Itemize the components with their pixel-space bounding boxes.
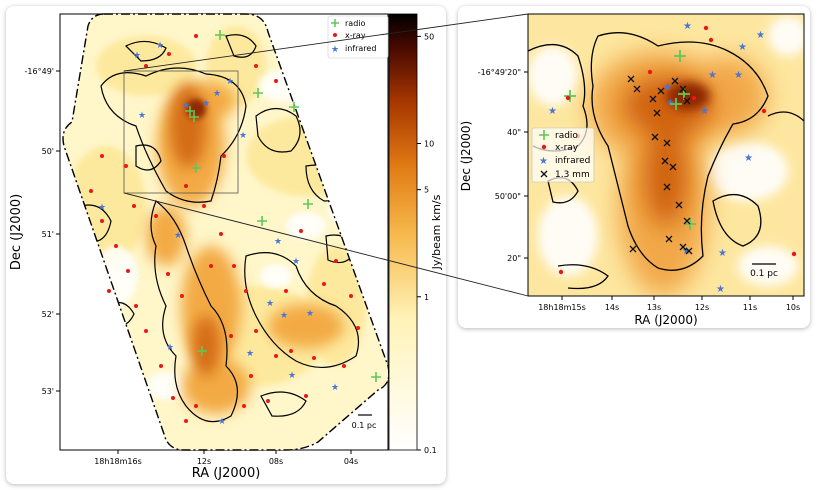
zoom-legend-xray-marker (541, 144, 547, 150)
svg-text:★: ★ (331, 383, 339, 393)
zoom-legend-mm-label: 1.3 mm (555, 170, 590, 180)
x-tick-label: 18h18m16s (94, 457, 142, 466)
zoom-x-tick-label: 14s (605, 303, 619, 312)
svg-text:★: ★ (548, 106, 557, 117)
svg-text:★: ★ (166, 343, 174, 353)
legend-xray-label: x-ray (345, 31, 366, 40)
zoom-x-axis-label: RA (J2000) (634, 313, 697, 327)
legend-xray-marker (333, 33, 337, 37)
x-tick-label: 08s (269, 457, 283, 466)
zoom-map-figure: ★ ★ ★ ★ ★ ★ ★ ★ ★ ★ ★ ★ ★ (459, 13, 805, 327)
main-x-ticks: 18h18m16s 12s 08s 04s (94, 450, 358, 466)
svg-text:★: ★ (213, 89, 221, 99)
colorbar (388, 13, 418, 451)
main-scale-bar-label: 0.1 pc (352, 421, 377, 430)
main-map-panel: ★ ★ ★ ★ ★ ★ ★ ★ ★ ★ ★ ★ ★ ★ ★ ★ ★ ★ ★ ★ (6, 6, 446, 484)
svg-text:★: ★ (174, 231, 182, 241)
legend-infrared-marker: ★ (331, 45, 339, 55)
svg-text:★: ★ (246, 349, 254, 359)
main-y-ticks: -16°49' 50' 51' 52' 53' (25, 67, 60, 396)
main-legend: radio x-ray ★ infrared (327, 15, 389, 59)
y-tick-label: 53' (42, 387, 54, 396)
svg-text:★: ★ (138, 111, 146, 121)
y-tick-label: 50' (42, 147, 54, 156)
svg-text:★: ★ (266, 299, 274, 309)
zoom-legend-radio-label: radio (555, 131, 578, 141)
zoom-y-tick-label: 20" (507, 254, 521, 263)
svg-text:★: ★ (133, 51, 141, 61)
zoom-y-tick-label: -16°49'20" (478, 68, 521, 77)
svg-text:★: ★ (280, 311, 288, 321)
svg-text:★: ★ (274, 237, 282, 247)
zoom-y-tick-label: 50'00" (495, 192, 521, 201)
svg-text:★: ★ (716, 284, 725, 295)
svg-text:★: ★ (156, 41, 164, 51)
zoom-y-tick-label: 40" (507, 128, 521, 137)
zoom-legend-radio-marker (539, 130, 549, 140)
zoom-map-panel: ★ ★ ★ ★ ★ ★ ★ ★ ★ ★ ★ ★ ★ (458, 6, 810, 328)
zoom-legend-infrared-marker: ★ (539, 156, 548, 167)
legend-radio-label: radio (345, 19, 365, 28)
zoom-legend-mm-marker (540, 170, 548, 178)
main-x-axis-label: RA (J2000) (192, 466, 261, 481)
svg-text:★: ★ (700, 106, 709, 117)
main-map-figure: ★ ★ ★ ★ ★ ★ ★ ★ ★ ★ ★ ★ ★ ★ ★ ★ ★ ★ ★ ★ (9, 13, 443, 481)
svg-text:★: ★ (98, 203, 106, 213)
zoom-mm-x-marker (627, 75, 693, 255)
zoom-y-axis-label: Dec (J2000) (459, 121, 473, 191)
svg-text:★: ★ (239, 131, 247, 141)
zoom-x-tick-label: 12s (695, 303, 709, 312)
x-tick-label: 12s (197, 457, 211, 466)
colorbar-tick-label: 50 (424, 32, 434, 41)
zoom-x-tick-label: 10s (786, 303, 800, 312)
colorbar-tick-label: 1 (424, 293, 429, 302)
colorbar-tick-label: 10 (424, 140, 434, 149)
svg-text:★: ★ (202, 99, 210, 109)
zoom-scale-bar-label: 0.1 pc (750, 269, 778, 279)
y-tick-label: 51' (42, 230, 54, 239)
svg-text:★: ★ (682, 246, 691, 257)
y-tick-label: -16°49' (25, 67, 54, 76)
y-tick-label: 52' (42, 310, 54, 319)
svg-text:★: ★ (718, 248, 727, 259)
zoom-x-tick-label: 11s (743, 303, 757, 312)
svg-text:★: ★ (288, 371, 296, 381)
colorbar-label: Jy/beam km/s (430, 194, 443, 270)
zoom-legend-xray-label: x-ray (555, 143, 579, 153)
colorbar-tick-label: 0.1 (424, 446, 437, 455)
zoom-x-ticks: 18h18m15s 14s 13s 12s 11s 10s (538, 296, 800, 312)
svg-text:★: ★ (744, 153, 753, 164)
zoom-x-tick-label: 18h18m15s (538, 303, 586, 312)
svg-text:★: ★ (182, 101, 190, 111)
x-tick-label: 04s (344, 457, 358, 466)
zoom-x-tick-label: 13s (647, 303, 661, 312)
svg-text:★: ★ (218, 417, 226, 427)
svg-text:★: ★ (738, 42, 747, 53)
zoom-legend-infrared-label: infrared (555, 156, 590, 166)
svg-text:★: ★ (734, 70, 743, 81)
svg-text:★: ★ (708, 70, 717, 81)
svg-text:★: ★ (306, 309, 314, 319)
svg-text:★: ★ (226, 77, 234, 87)
svg-text:★: ★ (756, 30, 765, 41)
zoom-y-ticks: -16°49'20" 40" 50'00" 20" (478, 68, 528, 263)
svg-text:★: ★ (683, 21, 692, 32)
colorbar-tick-label: 5 (424, 186, 429, 195)
zoom-map-frame (527, 13, 805, 297)
legend-infrared-label: infrared (345, 44, 376, 53)
svg-text:★: ★ (663, 82, 672, 93)
svg-text:★: ★ (292, 257, 300, 267)
zoom-legend: radio x-ray ★ infrared 1.3 mm (531, 127, 595, 183)
main-y-axis-label: Dec (J2000) (9, 194, 24, 270)
